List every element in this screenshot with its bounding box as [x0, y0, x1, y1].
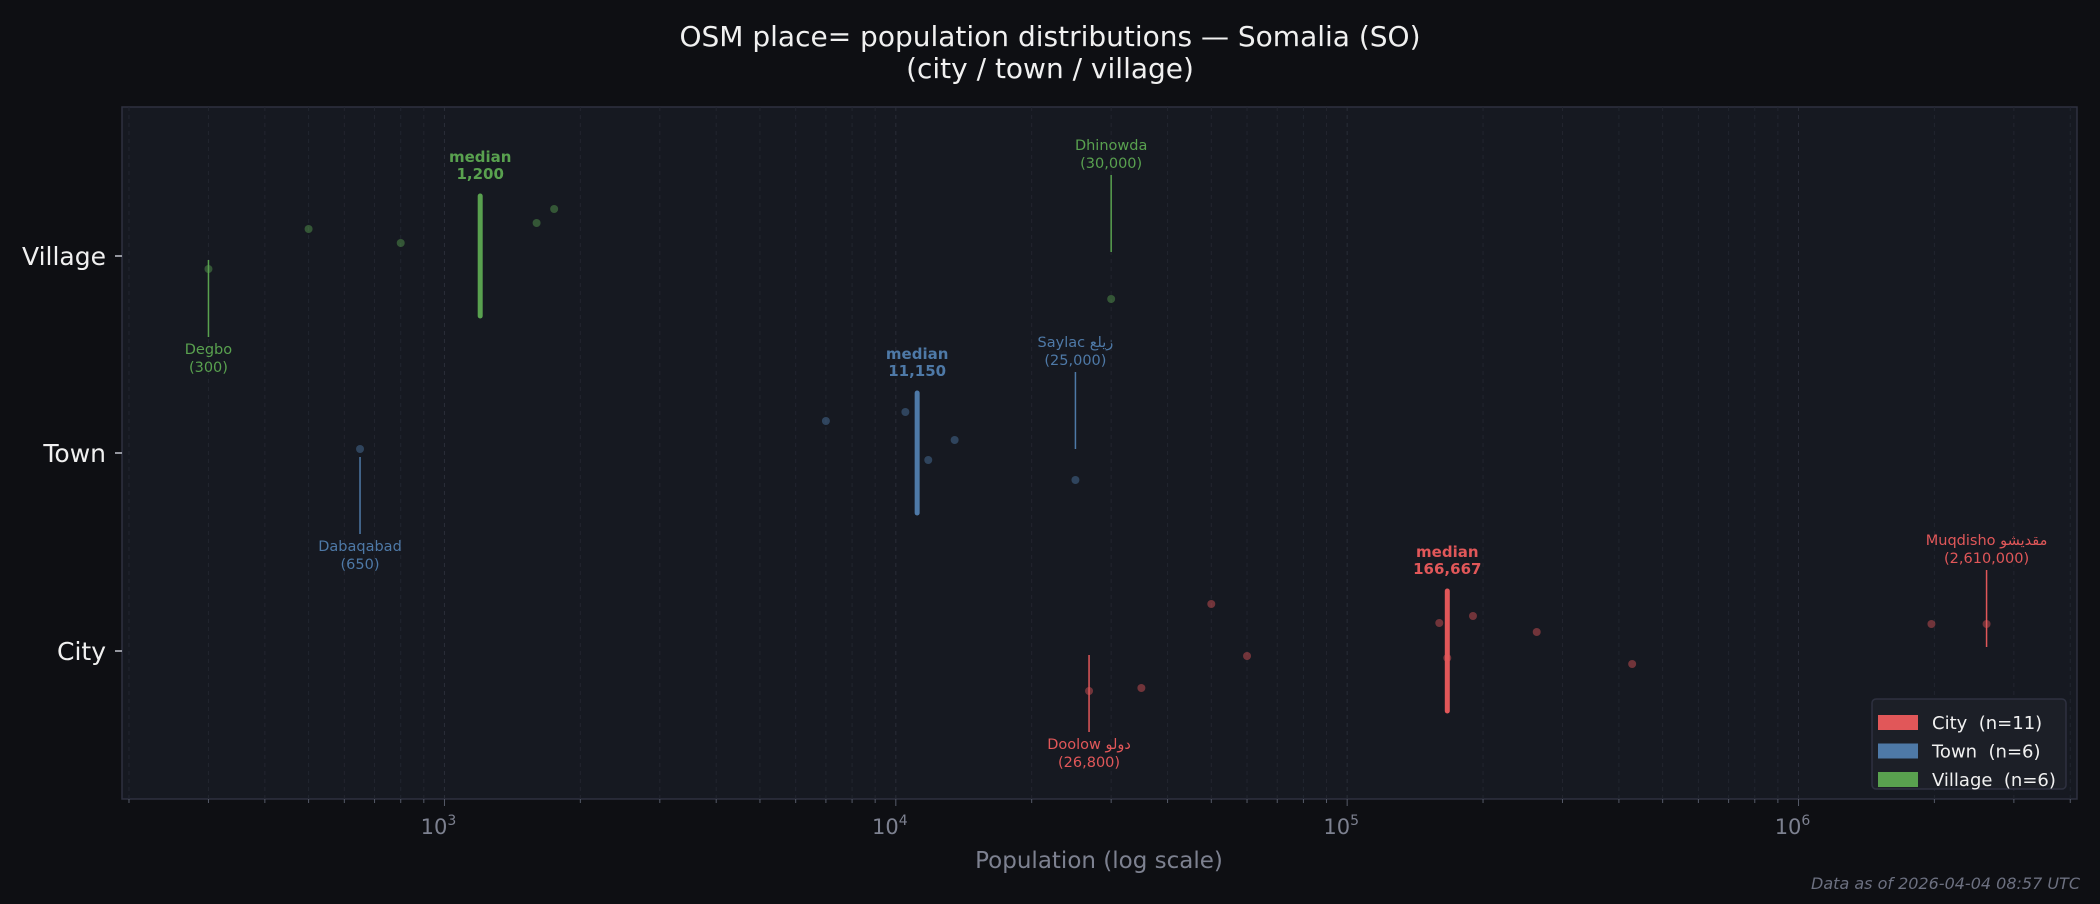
data-point — [1207, 600, 1216, 608]
data-point — [356, 445, 365, 453]
legend-swatch — [1878, 772, 1918, 787]
footer-timestamp: Data as of 2026-04-04 08:57 UTC — [1811, 874, 2081, 893]
y-tick-label-city: City — [57, 637, 106, 666]
annotation: Muqdisho مقديشو (2,610,000) — [1926, 533, 2048, 647]
median-value: 11,150 — [888, 362, 946, 380]
annotation-value: (26,800) — [1058, 755, 1120, 771]
x-tick-exponent: 3 — [447, 813, 456, 829]
median-value: 166,667 — [1413, 560, 1481, 578]
x-tick-exponent: 6 — [1801, 813, 1810, 829]
x-tick-base: 10 — [1323, 815, 1350, 839]
annotation-value: (300) — [189, 360, 228, 376]
data-point — [1468, 612, 1477, 620]
median-label: median — [1416, 543, 1478, 561]
y-tick-label-town: Town — [42, 439, 106, 468]
data-point — [1628, 660, 1637, 668]
x-tick-label: 105 — [1323, 813, 1359, 839]
annotation: Dhinowda (30,000) — [1075, 138, 1147, 252]
data-point — [924, 456, 933, 464]
annotation-value: (2,610,000) — [1944, 551, 2029, 567]
legend-label: City (n=11) — [1932, 713, 2042, 734]
x-tick-base: 10 — [1775, 815, 1802, 839]
y-tick-label-village: Village — [22, 242, 106, 271]
legend-label: Town (n=6) — [1931, 742, 2041, 763]
annotation: Degbo (300) — [185, 260, 232, 376]
x-tick-base: 10 — [872, 815, 899, 839]
legend: City (n=11) Town (n=6) Village (n=6) — [1871, 698, 2067, 791]
data-point — [1927, 620, 1936, 628]
data-marks: median166,667median11,150median1,200Degb… — [185, 138, 2048, 771]
median-label: median — [886, 345, 948, 363]
data-point — [304, 225, 313, 233]
legend-label: Village (n=6) — [1932, 770, 2056, 791]
annotation: Saylac زيلع (25,000) — [1038, 335, 1114, 449]
x-axis-label: Population (log scale) — [975, 848, 1223, 874]
annotation-value: (25,000) — [1044, 353, 1106, 369]
data-point — [1107, 295, 1116, 303]
data-point — [396, 239, 405, 247]
x-tick-label: 104 — [872, 813, 908, 839]
annotation-value: (30,000) — [1080, 156, 1142, 172]
annotation: Dabaqabad (650) — [318, 457, 402, 573]
data-point — [1435, 619, 1444, 627]
data-point — [1532, 628, 1541, 636]
x-tick-label: 106 — [1775, 813, 1811, 839]
legend-item-town: Town (n=6) — [1878, 742, 2041, 763]
legend-swatch — [1878, 715, 1918, 730]
x-tick-exponent: 5 — [1350, 813, 1359, 829]
data-point — [1071, 476, 1080, 484]
chart-title-line1: OSM place= population distributions — So… — [679, 20, 1420, 53]
x-tick-label: 103 — [421, 813, 457, 839]
grid — [128, 107, 2071, 799]
legend-item-village: Village (n=6) — [1878, 770, 2056, 791]
annotation-name: Saylac زيلع — [1038, 335, 1114, 351]
annotation-name: Muqdisho مقديشو — [1926, 533, 2048, 549]
x-tick-exponent: 4 — [899, 813, 908, 829]
data-point — [1137, 684, 1146, 692]
annotation-name: Dhinowda — [1075, 138, 1147, 154]
x-tick-base: 10 — [421, 815, 448, 839]
annotation-value: (650) — [341, 557, 380, 573]
plot-area — [121, 106, 2078, 800]
legend-swatch — [1878, 743, 1918, 759]
chart-title-line2: (city / town / village) — [906, 52, 1194, 85]
legend-item-city: City (n=11) — [1878, 713, 2042, 734]
data-point — [901, 408, 910, 416]
median-value: 1,200 — [456, 165, 503, 183]
annotation-name: Doolow دولو — [1047, 737, 1131, 753]
data-point — [550, 205, 559, 213]
data-point — [1243, 652, 1252, 660]
annotation-name: Dabaqabad — [318, 539, 402, 555]
data-point — [532, 219, 541, 227]
median-label: median — [449, 148, 511, 166]
annotation-name: Degbo — [185, 342, 232, 358]
annotation: Doolow دولو (26,800) — [1047, 655, 1131, 771]
legend-box — [1871, 698, 2067, 790]
data-point — [950, 436, 959, 444]
data-point — [821, 417, 830, 425]
